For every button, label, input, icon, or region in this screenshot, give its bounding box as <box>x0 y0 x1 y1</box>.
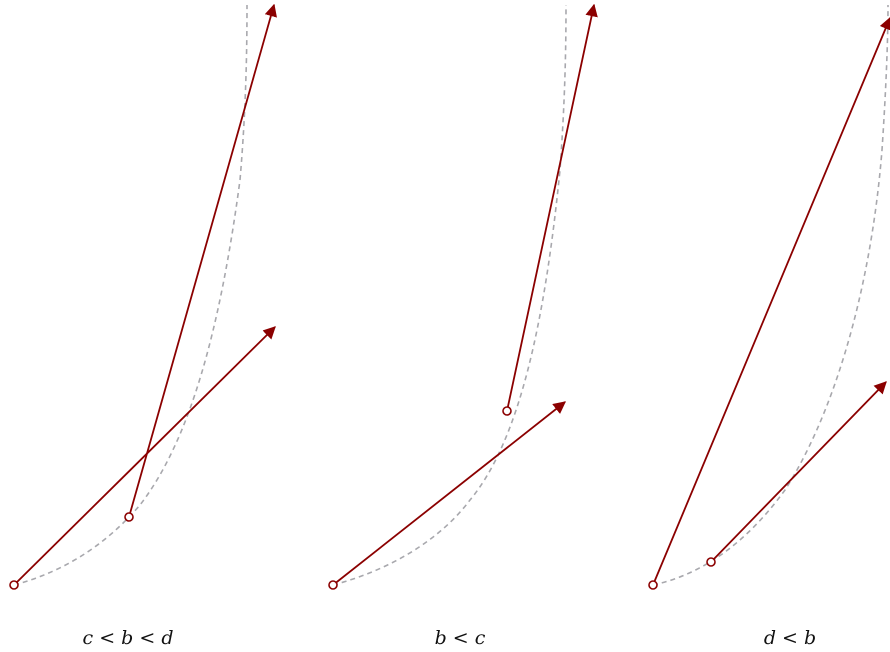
panel-3-point-b <box>706 557 716 567</box>
panel-3-caption: d < b <box>764 627 816 649</box>
panel-1-point-a <box>9 580 19 590</box>
panel-1-dashed-curve <box>13 4 248 586</box>
panel-3-point-a <box>648 580 658 590</box>
panel-1-point-b <box>124 512 134 522</box>
panel-1-long-arrow <box>128 3 277 518</box>
panel-3-dashed-curve <box>652 4 889 586</box>
panel-2-caption: b < c <box>435 627 486 649</box>
panel-3-long-arrow <box>652 16 890 586</box>
panel-1-caption: c < b < d <box>83 627 174 649</box>
panel-1-short-arrow <box>13 326 276 586</box>
panel-2-point-a <box>328 580 338 590</box>
panel-2-dashed-curve <box>332 4 567 586</box>
panel-1: c < b < d <box>9 3 277 649</box>
panel-3-short-arrow <box>710 381 887 563</box>
panel-3: d < b <box>648 4 890 649</box>
panel-2-short-arrow <box>332 401 566 586</box>
panel-2: b < c <box>328 3 598 649</box>
panel-2-point-b <box>502 406 512 416</box>
panel-2-long-arrow <box>506 3 598 412</box>
